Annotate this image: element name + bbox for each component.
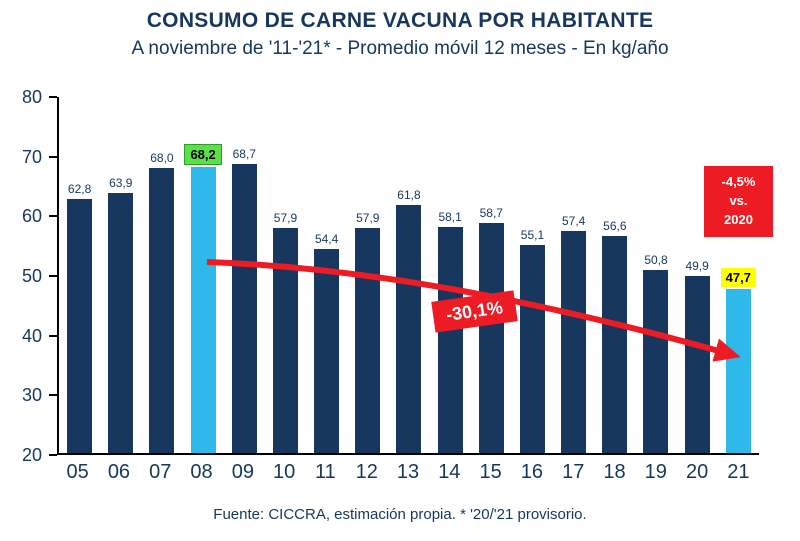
bar-17 bbox=[561, 231, 587, 453]
x-axis-label: 21 bbox=[727, 461, 750, 483]
bar-value-label: 61,8 bbox=[397, 188, 421, 202]
x-axis-label: 12 bbox=[355, 461, 378, 483]
bar-slot: 54,4 bbox=[306, 97, 347, 453]
bar-value-label: 68,2 bbox=[184, 144, 222, 166]
bar-slot: 55,1 bbox=[512, 97, 553, 453]
y-tick-label: 20 bbox=[21, 445, 42, 465]
bar-value-label: 56,6 bbox=[603, 218, 627, 233]
bar-slot: 47,7 bbox=[718, 97, 759, 453]
x-axis-label: 14 bbox=[438, 461, 461, 483]
y-tick-mark bbox=[49, 275, 57, 277]
bar-13 bbox=[396, 205, 422, 453]
bar-slot: 62,8 bbox=[59, 97, 100, 453]
bar-09 bbox=[231, 164, 257, 453]
y-tick-mark bbox=[49, 394, 57, 397]
y-tick-mark bbox=[49, 334, 57, 337]
y-tick-label: 80 bbox=[21, 87, 42, 107]
bar-10 bbox=[272, 228, 298, 453]
bar-value-label: 54,4 bbox=[314, 231, 339, 246]
bar-value-label: 49,9 bbox=[685, 258, 709, 273]
bar-14 bbox=[437, 226, 463, 453]
bar-19 bbox=[643, 270, 669, 453]
bar-18 bbox=[602, 235, 628, 453]
x-axis-label: 11 bbox=[315, 461, 336, 483]
x-axis-label: 06 bbox=[107, 461, 131, 483]
x-axis-label: 07 bbox=[149, 461, 172, 483]
x-axis-label: 16 bbox=[520, 461, 544, 483]
y-tick-label: 50 bbox=[21, 266, 42, 286]
x-axis-label: 08 bbox=[190, 461, 213, 483]
source-note: Fuente: CICCRA, estimación propia. * '20… bbox=[213, 506, 587, 523]
bar-value-label: 57,9 bbox=[273, 211, 298, 226]
x-axis-label: 10 bbox=[273, 461, 296, 483]
y-tick-label: 40 bbox=[21, 325, 42, 346]
bar-15 bbox=[478, 223, 504, 453]
chart-title: CONSUMO DE CARNE VACUNA POR HABITANTE bbox=[146, 9, 654, 32]
y-tick-label: 30 bbox=[21, 385, 42, 406]
bar-21 bbox=[725, 288, 751, 453]
bar-value-label: 68,0 bbox=[150, 151, 174, 166]
x-axis-label: 05 bbox=[66, 461, 89, 483]
x-axis-label: 19 bbox=[644, 461, 667, 483]
x-axis-label: 18 bbox=[603, 461, 626, 483]
bar-value-label: 58,1 bbox=[438, 209, 462, 224]
bar-value-label: 58,7 bbox=[479, 206, 503, 221]
bar-slot: 58,7 bbox=[471, 97, 512, 453]
x-axis-label: 09 bbox=[231, 461, 254, 483]
bar-20 bbox=[684, 275, 710, 453]
bar-group: 62,8 63,9 68,0 68,2 68,7 57,9 54,4 57,9 61,8 58,1… bbox=[59, 97, 759, 453]
y-axis: 20 30 40 50 60 70 80 bbox=[0, 87, 57, 465]
bar-11 bbox=[314, 248, 340, 453]
x-axis-label: 20 bbox=[685, 461, 709, 483]
x-axis-labels: 05 06 07 08 09 10 11 12 13 14 15 16 17 18 19 20 21 bbox=[57, 461, 759, 484]
vs-2020-annotation: -4,5% vs. 2020 bbox=[704, 166, 773, 237]
y-tick-label: 60 bbox=[21, 206, 42, 227]
bar-12 bbox=[355, 228, 381, 453]
bar-value-label: 55,1 bbox=[520, 227, 545, 242]
bar-value-label: 68,7 bbox=[232, 147, 256, 162]
bar-slot: 58,1 bbox=[430, 97, 471, 453]
bar-slot: 61,8 bbox=[388, 97, 429, 453]
x-axis-label: 13 bbox=[396, 461, 420, 483]
bar-value-label: 63,9 bbox=[109, 175, 133, 190]
y-tick-mark bbox=[49, 155, 57, 158]
bar-slot: 57,9 bbox=[265, 97, 306, 453]
bar-slot: 49,9 bbox=[677, 97, 718, 453]
y-tick-label: 70 bbox=[21, 146, 42, 167]
bar-slot: 57,4 bbox=[553, 97, 594, 453]
x-axis-label: 17 bbox=[562, 461, 585, 483]
bar-08 bbox=[190, 167, 216, 453]
bar-06 bbox=[108, 192, 134, 453]
bar-07 bbox=[149, 168, 175, 453]
bar-slot: 50,8 bbox=[635, 97, 676, 453]
bar-05 bbox=[67, 199, 93, 453]
bar-value-label: 47,7 bbox=[720, 267, 756, 287]
bar-slot: 68,7 bbox=[224, 97, 265, 453]
y-tick-mark bbox=[49, 454, 57, 456]
bar-value-label: 57,9 bbox=[356, 211, 380, 226]
x-axis-label: 15 bbox=[479, 461, 502, 483]
bar-slot: 68,2 bbox=[183, 97, 224, 453]
bar-slot: 57,9 bbox=[347, 97, 388, 453]
bar-value-label: 57,4 bbox=[561, 214, 586, 229]
bar-slot: 56,6 bbox=[594, 97, 635, 453]
bar-value-label: 50,8 bbox=[644, 253, 668, 268]
bar-16 bbox=[519, 244, 545, 453]
bar-slot: 68,0 bbox=[141, 97, 182, 453]
y-tick-mark bbox=[49, 215, 57, 218]
y-tick-mark bbox=[49, 96, 57, 98]
plot-area: 62,8 63,9 68,0 68,2 68,7 57,9 54,4 57,9 61,8 58,1… bbox=[57, 97, 759, 455]
bar-value-label: 62,8 bbox=[67, 182, 92, 197]
chart-subtitle: A noviembre de '11-'21* - Promedio móvil… bbox=[131, 38, 669, 59]
bar-slot: 63,9 bbox=[100, 97, 141, 453]
